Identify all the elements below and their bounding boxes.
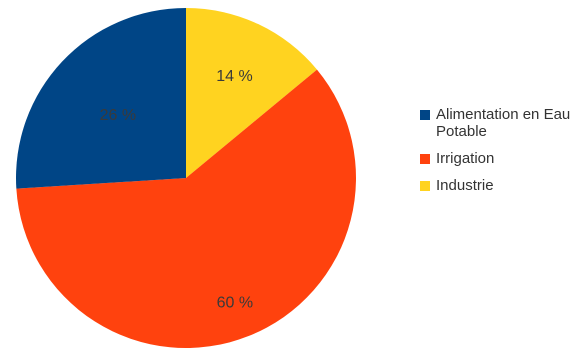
legend-item-alimentation: Alimentation en Eau Potable xyxy=(420,106,580,140)
legend-swatch-irrigation xyxy=(420,154,430,164)
legend-swatch-industrie xyxy=(420,181,430,191)
legend-swatch-alimentation xyxy=(420,110,430,120)
slice-label-industrie: 14 % xyxy=(216,68,252,85)
slice-label-alimentation: 26 % xyxy=(100,107,136,124)
pie-slice-alimentation xyxy=(15,8,186,189)
slice-label-irrigation: 60 % xyxy=(217,294,253,311)
pie-slice-irrigation xyxy=(16,69,357,348)
pie-slice-industrie xyxy=(186,8,317,178)
chart-legend: Alimentation en Eau Potable Irrigation I… xyxy=(420,106,580,204)
legend-item-irrigation: Irrigation xyxy=(420,150,580,167)
legend-label-alimentation: Alimentation en Eau Potable xyxy=(436,106,571,140)
legend-label-irrigation: Irrigation xyxy=(436,150,495,167)
pie-slice-labels: 14 % 60 % 26 % xyxy=(100,68,253,311)
legend-label-industrie: Industrie xyxy=(436,177,494,194)
pie-slices xyxy=(15,8,357,348)
legend-item-industrie: Industrie xyxy=(420,177,580,194)
